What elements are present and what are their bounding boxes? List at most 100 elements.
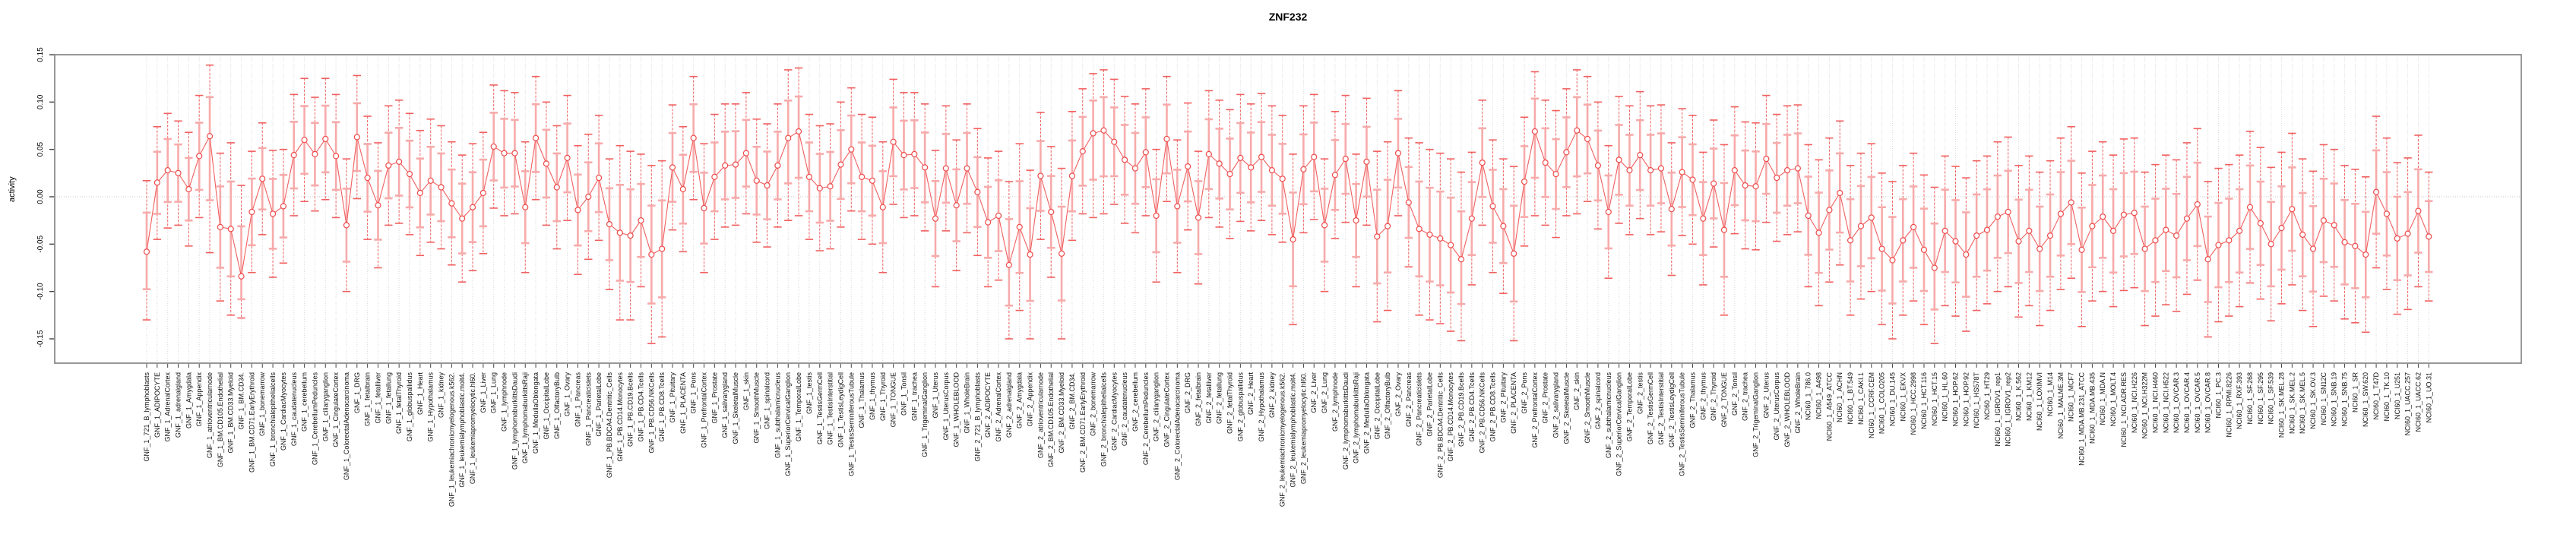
x-axis-category-label: GNF_2_Lung	[1321, 372, 1328, 413]
data-point	[1448, 242, 1454, 248]
data-point	[2194, 201, 2201, 208]
x-axis-category-label: NCI60_1_KM12	[2025, 372, 2033, 421]
data-point	[848, 146, 855, 153]
x-axis-category-label: NCI60_1_A498	[1815, 372, 1823, 419]
x-axis-category-label: GNF_1_testis	[805, 372, 813, 415]
x-axis-category-label: GNF_2_Heart	[1247, 372, 1255, 416]
data-point	[2163, 226, 2169, 233]
x-axis-category-label: GNF_1_UterusCorpus	[942, 372, 950, 441]
data-point	[2057, 210, 2064, 217]
x-axis-category-label: GNF_2_fetalliver	[1205, 372, 1213, 424]
data-point	[974, 188, 981, 195]
x-axis-category-label: NCI60_1_TK.10	[2383, 372, 2391, 422]
data-point	[469, 204, 476, 210]
x-axis-category-label: NCI60_1_MDA.MB.231_ATCC	[2078, 372, 2086, 466]
x-axis-category-label: GNF_1_kidney	[438, 372, 445, 419]
x-axis-category-label: GNF_1_Prostate	[710, 372, 718, 424]
data-point	[1594, 162, 1602, 169]
x-axis-category-label: GNF_2_CingulateCortex	[1163, 372, 1170, 447]
x-axis-category-label: GNF_1_Tonsil	[900, 372, 907, 416]
x-axis-category-label: NCI60_1_LOXIMVI	[2036, 372, 2043, 431]
data-point	[764, 182, 771, 189]
data-point	[2120, 211, 2128, 218]
data-point	[1342, 156, 1349, 163]
data-point	[985, 219, 992, 226]
x-axis-category-label: NCI60_1_HCC.2998	[1910, 372, 1917, 435]
data-point	[1237, 154, 1244, 161]
data-point	[1205, 150, 1212, 157]
data-point	[1952, 238, 1959, 245]
data-point	[1837, 189, 1843, 197]
x-axis-category-label: GNF_2_BM.CD71.EarlyErythroid	[1079, 372, 1087, 473]
x-axis-category-label: NCI60_1_UACC.257	[2404, 372, 2412, 436]
data-point	[290, 152, 297, 159]
data-point	[1783, 166, 1791, 174]
data-point	[606, 221, 613, 228]
data-point	[1805, 212, 1812, 220]
x-axis-category-label: NCI60_1_HOP.92	[1962, 372, 1970, 426]
y-axis-tick-label: 0.10	[36, 94, 45, 109]
data-point	[1058, 250, 1065, 257]
x-axis-category-label: NCI60_1_SN12C	[2320, 372, 2328, 425]
data-point	[1426, 231, 1433, 238]
data-point	[2289, 206, 2296, 213]
x-axis-category-label: GNF_2_thymus	[1699, 372, 1707, 421]
x-axis-category-label: NCI60_1_SNB.19	[2331, 372, 2338, 427]
data-point	[995, 212, 1002, 220]
data-point	[2068, 199, 2074, 206]
x-axis-category-label: GNF_1_WHOLEBLOOD	[953, 372, 960, 447]
data-point	[1437, 235, 1444, 242]
data-point	[2109, 227, 2117, 234]
data-point	[175, 169, 182, 176]
data-point	[953, 202, 960, 209]
data-point	[1710, 180, 1717, 187]
x-axis-category-label: NCI60_1_786.0	[1805, 372, 1812, 420]
data-point	[1794, 165, 1801, 172]
x-axis-category-label: GNF_2_Pancreas	[1405, 372, 1413, 428]
data-point	[1731, 166, 1738, 174]
x-axis-category-label: NCI60_1_T47D	[2372, 372, 2380, 420]
data-point	[1763, 156, 1770, 163]
data-point	[1131, 165, 1139, 172]
data-point	[900, 152, 907, 159]
data-point	[679, 185, 686, 193]
x-axis-category-label: GNF_2_MedullaOblongata	[1362, 372, 1370, 454]
data-point	[1489, 203, 1496, 210]
data-point	[1374, 233, 1381, 240]
x-axis-category-label: NCI60_1_NCI.H322M	[2141, 372, 2149, 439]
data-point	[396, 158, 403, 165]
x-axis-category-label: GNF_2_fetalThyroid	[1226, 372, 1234, 434]
data-point	[1385, 223, 1391, 229]
x-axis-category-label: GNF_2_BM.CD105.Endothelial	[1047, 372, 1055, 467]
data-point	[616, 229, 623, 236]
data-point	[1290, 236, 1296, 243]
x-axis-category-label: GNF_1_bonemarrow	[258, 372, 266, 437]
x-axis-category-label: NCI60_1_NCI.ADR.RES	[2120, 372, 2128, 447]
data-point	[490, 143, 497, 150]
x-axis-category-label: GNF_1_TemporalLobe	[795, 372, 802, 441]
x-axis-category-label: GNF_1_fetalThyroid	[395, 372, 403, 434]
x-axis-category-label: GNF_1_SkeletalMuscle	[732, 372, 739, 444]
data-point	[375, 202, 381, 209]
data-point	[1079, 148, 1086, 155]
x-axis-category-label: GNF_1_fetallung	[385, 372, 392, 424]
x-axis-category-label: GNF_2_OccipitalLobe	[1373, 372, 1381, 440]
x-axis-category-label: NCI60_1_SNB.75	[2341, 372, 2349, 427]
data-point	[1279, 175, 1286, 182]
x-axis-category-label: GNF_1_BM.CD33.Myeloid	[227, 372, 235, 454]
x-axis-category-label: NCI60_1_SK.MEL.5	[2299, 372, 2306, 434]
x-axis-category-label: NCI60_1_SF.268	[2246, 372, 2254, 425]
data-point	[859, 173, 866, 180]
x-axis-category-label: NCI60_1_U251	[2394, 372, 2401, 419]
x-axis-category-label: GNF_1_Pons	[690, 372, 698, 414]
x-axis-category-label: NCI60_1_DU.145	[1888, 372, 1896, 426]
x-axis-category-label: GNF_1_Uterus	[932, 372, 939, 419]
data-point	[2320, 217, 2327, 224]
x-axis-category-label: GNF_2_fetallung	[1216, 372, 1223, 424]
data-point	[2183, 215, 2191, 222]
data-point	[1111, 138, 1118, 145]
x-axis-category-label: GNF_2_Amygdala	[1016, 372, 1024, 428]
x-axis-category-label: GNF_1_ciliaryganglion	[321, 372, 329, 441]
data-point	[2267, 241, 2274, 248]
x-axis-category-label: GNF_1_globuspallidus	[406, 372, 413, 442]
